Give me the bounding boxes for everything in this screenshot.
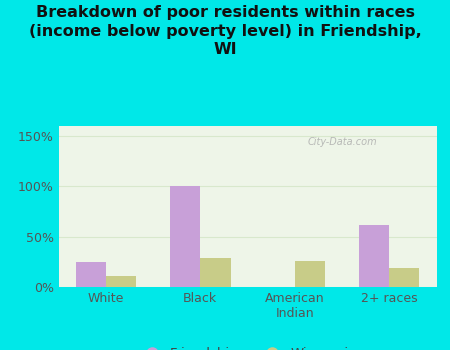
- Bar: [200, 258, 230, 287]
- Bar: [295, 261, 325, 287]
- Text: Breakdown of poor residents within races
(income below poverty level) in Friends: Breakdown of poor residents within races…: [29, 5, 421, 57]
- Text: City-Data.com: City-Data.com: [307, 137, 377, 147]
- Legend: Friendship, Wisconsin: Friendship, Wisconsin: [133, 342, 362, 350]
- Bar: [106, 276, 136, 287]
- Bar: [359, 225, 389, 287]
- Bar: [389, 268, 419, 287]
- Bar: [76, 262, 106, 287]
- Bar: [170, 186, 200, 287]
